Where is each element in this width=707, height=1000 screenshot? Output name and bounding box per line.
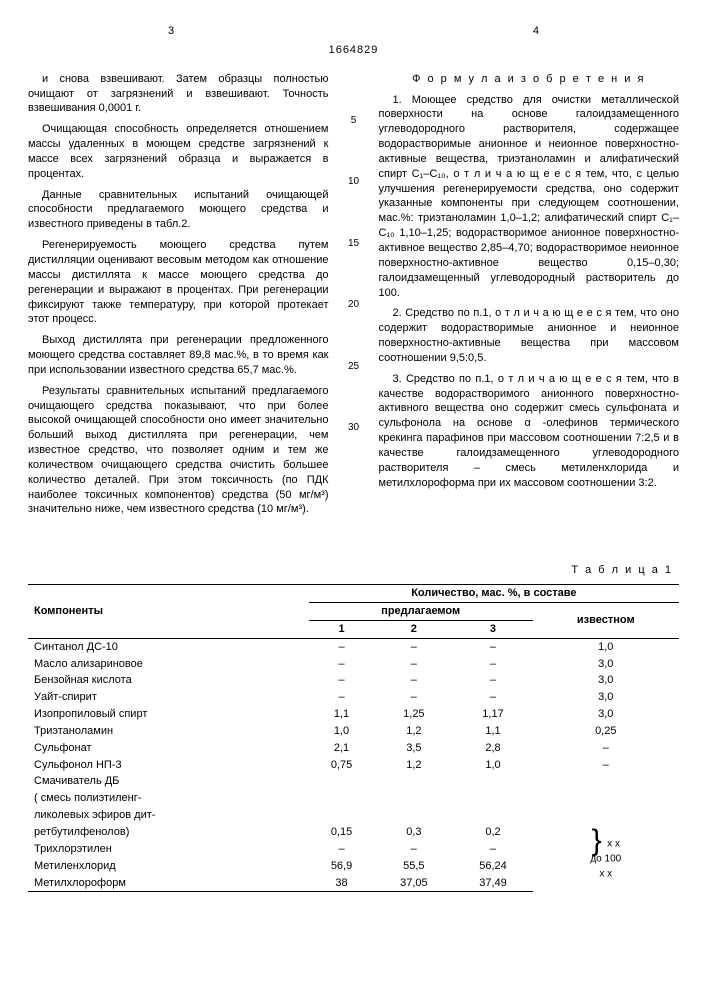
table-row-multi: ретбутилфенолов)0,150,30,2 } x x до 100 … bbox=[28, 824, 679, 841]
table-row: Изопропиловый спирт1,11,251,173,0 bbox=[28, 706, 679, 723]
line-number: 25 bbox=[348, 360, 359, 374]
table-row-multi: Смачиватель ДБ bbox=[28, 773, 679, 790]
table-row-multi: ликолевых эфиров дит- bbox=[28, 807, 679, 824]
line-number-gutter: 5 10 15 20 25 30 bbox=[347, 72, 361, 524]
col-proposed: предлагаемом bbox=[309, 603, 533, 621]
text-columns: и снова взвешивают. Затем образцы полнос… bbox=[28, 72, 679, 524]
line-number: 5 bbox=[351, 114, 357, 128]
para: Результаты сравнительных испытаний предл… bbox=[28, 384, 329, 518]
para: и снова взвешивают. Затем образцы полнос… bbox=[28, 72, 329, 117]
page-num-left: 3 bbox=[168, 24, 174, 39]
brace-cell: } x x до 100 x x bbox=[533, 824, 679, 892]
table-row: Уайт-спирит–––3,0 bbox=[28, 689, 679, 706]
table-row: Бензойная кислота–––3,0 bbox=[28, 672, 679, 689]
table-row-multi: ( смесь полиэтиленг- bbox=[28, 790, 679, 807]
col-2: 2 bbox=[374, 620, 453, 638]
table-row: Сульфонол НП-30,751,21,0– bbox=[28, 757, 679, 774]
para: Очищающая способность определяется отнош… bbox=[28, 122, 329, 181]
col-components: Компоненты bbox=[28, 585, 309, 639]
para: Данные сравнительных испытаний очищающей… bbox=[28, 188, 329, 233]
table-row: Сульфонат2,13,52,8– bbox=[28, 740, 679, 757]
table-caption: Т а б л и ц а 1 bbox=[28, 563, 673, 578]
table-row: Масло ализариновое–––3,0 bbox=[28, 656, 679, 673]
claim: 3. Средство по п.1, о т л и ч а ю щ е е … bbox=[379, 372, 680, 491]
col-3: 3 bbox=[453, 620, 532, 638]
page-numbers: 3 4 bbox=[28, 24, 679, 39]
page-num-right: 4 bbox=[533, 24, 539, 39]
left-column: и снова взвешивают. Затем образцы полнос… bbox=[28, 72, 329, 524]
formula-title: Ф о р м у л а и з о б р е т е н и я bbox=[379, 72, 680, 87]
col-1: 1 bbox=[309, 620, 375, 638]
table-row: Триэтаноламин1,01,21,10,25 bbox=[28, 723, 679, 740]
col-known: известном bbox=[533, 603, 679, 639]
claim: 2. Средство по п.1, о т л и ч а ю щ е е … bbox=[379, 306, 680, 365]
right-column: Ф о р м у л а и з о б р е т е н и я 1. М… bbox=[379, 72, 680, 524]
line-number: 15 bbox=[348, 237, 359, 251]
para: Выход дистиллята при регенерации предлож… bbox=[28, 333, 329, 378]
line-number: 20 bbox=[348, 298, 359, 312]
table-row: Синтанол ДС-10–––1,0 bbox=[28, 638, 679, 655]
line-number: 30 bbox=[348, 421, 359, 435]
doc-number: 1664829 bbox=[28, 43, 679, 58]
para: Регенерируемость моющего средства путем … bbox=[28, 238, 329, 327]
composition-table: Компоненты Количество, мас. %, в составе… bbox=[28, 584, 679, 892]
claim: 1. Моющее средство для очистки металличе… bbox=[379, 93, 680, 301]
line-number: 10 bbox=[348, 175, 359, 189]
amount-header: Количество, мас. %, в составе bbox=[309, 585, 679, 603]
